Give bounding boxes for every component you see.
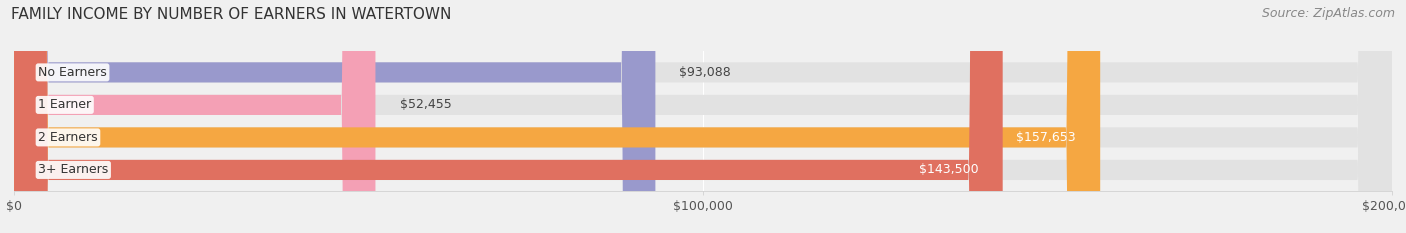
FancyBboxPatch shape (14, 0, 655, 233)
Text: 1 Earner: 1 Earner (38, 98, 91, 111)
FancyBboxPatch shape (14, 0, 1392, 233)
FancyBboxPatch shape (14, 0, 1002, 233)
Text: $93,088: $93,088 (679, 66, 731, 79)
FancyBboxPatch shape (14, 0, 1392, 233)
Text: 2 Earners: 2 Earners (38, 131, 98, 144)
Text: $143,500: $143,500 (920, 163, 979, 176)
Text: Source: ZipAtlas.com: Source: ZipAtlas.com (1261, 7, 1395, 20)
Text: $157,653: $157,653 (1017, 131, 1076, 144)
Text: 3+ Earners: 3+ Earners (38, 163, 108, 176)
FancyBboxPatch shape (14, 0, 1099, 233)
FancyBboxPatch shape (14, 0, 375, 233)
FancyBboxPatch shape (14, 0, 1392, 233)
Text: $52,455: $52,455 (399, 98, 451, 111)
Text: No Earners: No Earners (38, 66, 107, 79)
Text: FAMILY INCOME BY NUMBER OF EARNERS IN WATERTOWN: FAMILY INCOME BY NUMBER OF EARNERS IN WA… (11, 7, 451, 22)
FancyBboxPatch shape (14, 0, 1392, 233)
